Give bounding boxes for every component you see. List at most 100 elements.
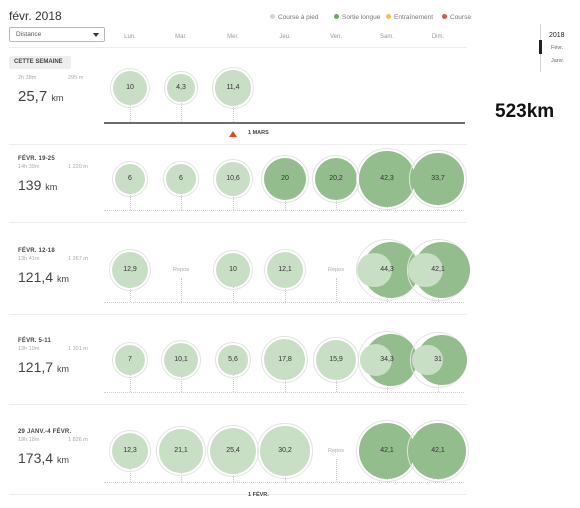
month-marker-icon bbox=[229, 131, 237, 137]
day-distance-label: 10,1 bbox=[174, 356, 188, 363]
day-distance-label: 10,6 bbox=[226, 175, 240, 182]
year-label[interactable]: 2018 bbox=[549, 32, 565, 39]
selected-month-indicator bbox=[539, 40, 542, 54]
day-bubble[interactable] bbox=[215, 70, 251, 106]
day-bubble-easy-run[interactable] bbox=[411, 344, 443, 376]
day-stem bbox=[130, 191, 131, 210]
day-bubble[interactable] bbox=[264, 339, 306, 381]
day-bubble-outline bbox=[156, 426, 206, 476]
legend-item-2[interactable]: Entraînement bbox=[386, 14, 433, 21]
day-bubble[interactable] bbox=[166, 164, 196, 194]
day-bubble[interactable] bbox=[115, 164, 145, 194]
day-bubble[interactable] bbox=[316, 340, 356, 380]
total-distance: 523km bbox=[495, 101, 555, 122]
week-separator bbox=[9, 404, 467, 405]
rest-day-label: Repos bbox=[328, 267, 344, 273]
legend-label: Course bbox=[450, 14, 471, 21]
day-stem bbox=[233, 472, 234, 482]
day-bubble[interactable] bbox=[359, 423, 415, 479]
day-distance-label: 30,2 bbox=[278, 447, 292, 454]
day-bubble-easy-run[interactable] bbox=[359, 344, 392, 376]
day-bubble-outline bbox=[164, 71, 198, 105]
day-stem bbox=[130, 286, 131, 302]
day-bubble-outline bbox=[109, 67, 151, 109]
day-stem bbox=[233, 372, 234, 392]
day-bubble[interactable] bbox=[266, 251, 304, 289]
day-bubble-easy-run[interactable] bbox=[356, 252, 392, 288]
day-bubble[interactable] bbox=[209, 427, 257, 475]
legend-item-1[interactable]: Sortie longue bbox=[334, 14, 380, 21]
week-distance-unit: km bbox=[56, 455, 69, 465]
legend-label: Course à pied bbox=[278, 14, 319, 21]
page-title: févr. 2018 bbox=[9, 9, 62, 23]
week-distance: 139 km bbox=[18, 177, 57, 193]
week-separator bbox=[9, 494, 467, 495]
day-bubble-outline bbox=[260, 154, 310, 204]
week-distance-value: 121,4 bbox=[18, 269, 57, 285]
week-separator bbox=[9, 222, 467, 223]
metric-select-value: Distance bbox=[16, 31, 42, 38]
day-bubble[interactable] bbox=[260, 426, 310, 476]
day-distance-label: 10 bbox=[126, 84, 134, 91]
day-stem bbox=[130, 467, 131, 482]
day-bubble[interactable] bbox=[215, 161, 251, 197]
day-stem bbox=[285, 286, 286, 302]
day-bubble[interactable] bbox=[112, 70, 148, 106]
day-bubble[interactable] bbox=[111, 432, 149, 470]
day-bubble[interactable] bbox=[359, 151, 415, 207]
metric-select[interactable]: Distance bbox=[9, 27, 105, 42]
day-distance-label: 25,4 bbox=[226, 447, 240, 454]
year-navigation[interactable]: 2018 Févr. Janv. bbox=[539, 24, 580, 72]
day-bubble-easy-run[interactable] bbox=[408, 252, 443, 288]
day-bubble[interactable] bbox=[114, 344, 146, 376]
day-distance-label: 6 bbox=[128, 175, 132, 182]
week-baseline bbox=[104, 482, 464, 483]
header-divider bbox=[9, 47, 467, 48]
week-distance-value: 25,7 bbox=[18, 88, 52, 105]
month-marker-label: 1 MARS bbox=[248, 130, 269, 136]
day-header-2: Mer. bbox=[227, 34, 239, 40]
rest-day-label: Repos bbox=[173, 267, 189, 273]
legend-item-3[interactable]: Course bbox=[442, 14, 471, 21]
day-stem bbox=[336, 278, 337, 302]
day-bubble[interactable] bbox=[410, 423, 466, 479]
day-bubble-outline bbox=[160, 339, 202, 381]
legend-dot-icon bbox=[442, 14, 447, 19]
week-elevation: 1 267 m bbox=[68, 256, 88, 262]
day-bubble[interactable] bbox=[159, 429, 203, 473]
day-distance-label: 10 bbox=[229, 266, 237, 273]
legend-dot-icon bbox=[334, 14, 339, 19]
day-bubble[interactable] bbox=[314, 157, 358, 201]
day-bubble[interactable] bbox=[263, 157, 307, 201]
week-distance: 121,4 km bbox=[18, 269, 69, 285]
week-label: FÉVR. 5-11 bbox=[18, 338, 52, 344]
week-duration: 13h 41m bbox=[18, 256, 40, 262]
day-stem bbox=[181, 99, 182, 122]
day-header-4: Ven. bbox=[329, 34, 342, 40]
day-stem bbox=[336, 198, 337, 210]
week-distance-unit: km bbox=[51, 93, 64, 103]
week-duration: 2h 38m bbox=[18, 75, 37, 81]
week-distance-value: 121,7 bbox=[18, 359, 57, 375]
month-link-fevr[interactable]: Févr. bbox=[551, 45, 564, 51]
day-distance-label: 12,3 bbox=[123, 447, 137, 454]
day-bubble[interactable] bbox=[163, 342, 199, 378]
week-distance: 173,4 km bbox=[18, 450, 69, 466]
day-bubble-outline bbox=[261, 336, 309, 384]
legend-item-0[interactable]: Course à pied bbox=[270, 14, 318, 21]
day-bubble[interactable] bbox=[167, 74, 195, 102]
day-bubble[interactable] bbox=[412, 153, 464, 205]
day-bubble[interactable] bbox=[215, 252, 251, 288]
week-distance-value: 139 bbox=[18, 177, 46, 193]
day-bubble-outline bbox=[112, 161, 148, 197]
day-distance-label: 5,6 bbox=[228, 356, 238, 363]
rest-day-label: Repos bbox=[328, 448, 344, 454]
day-distance-label: 12,9 bbox=[123, 266, 137, 273]
week-distance-unit: km bbox=[45, 182, 58, 192]
legend-dot-icon bbox=[270, 14, 275, 19]
day-distance-label: 6 bbox=[179, 175, 183, 182]
day-bubble[interactable] bbox=[111, 251, 149, 289]
day-bubble-outline bbox=[163, 161, 199, 197]
month-link-janv[interactable]: Janv. bbox=[551, 58, 564, 64]
day-bubble[interactable] bbox=[218, 345, 248, 375]
